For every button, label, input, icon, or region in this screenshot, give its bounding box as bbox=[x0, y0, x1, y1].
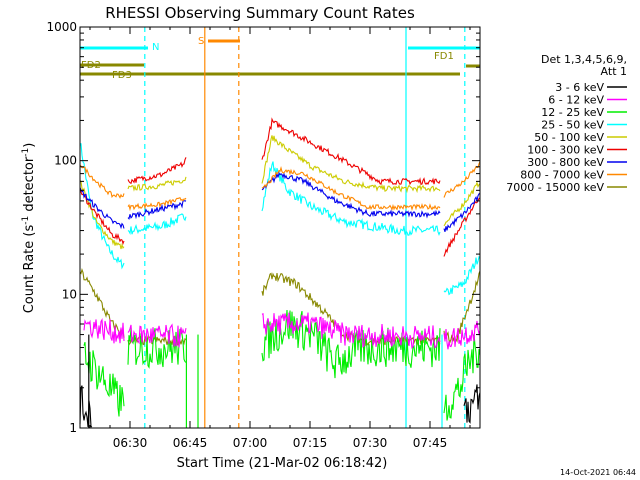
x-tick-label-0700: 07:00 bbox=[233, 436, 268, 450]
series-line-25to50keV-seg2 bbox=[261, 161, 441, 237]
series-line-6to12keV-seg1 bbox=[127, 323, 187, 348]
series-line-300to800keV-seg2 bbox=[261, 171, 441, 219]
x-axis-label: Start Time (21-Mar-02 06:18:42) bbox=[177, 456, 388, 471]
legend-header-line-0: Det 1,3,4,5,6,9, bbox=[541, 53, 627, 66]
series-line-800to7000keV-seg3 bbox=[443, 161, 481, 198]
series-line-25to50keV-seg1 bbox=[127, 213, 187, 236]
series-line-300to800keV-seg1 bbox=[127, 200, 187, 220]
flag-label-fd2: FD2 bbox=[81, 60, 101, 71]
series-line-3to6keV-seg0 bbox=[79, 385, 93, 428]
series-line-800to7000keV-seg2 bbox=[261, 166, 441, 211]
y-tick-label-1000: 1000 bbox=[46, 20, 77, 34]
series-line-7000to15000keV-seg0 bbox=[79, 268, 125, 338]
series-line-100to300keV-seg2 bbox=[261, 117, 441, 186]
series-line-25to50keV-seg3 bbox=[443, 255, 481, 296]
flag-label-n: N bbox=[152, 42, 159, 53]
y-axis-label: Count Rate (s-1 detector-1) bbox=[21, 143, 37, 314]
series-line-800to7000keV-seg1 bbox=[127, 197, 187, 212]
y-axis-label-sup2: -1 bbox=[21, 148, 31, 157]
series-line-7000to15000keV-seg3 bbox=[443, 270, 481, 345]
series-line-300to800keV-seg0 bbox=[79, 187, 125, 230]
y-tick-label-10: 10 bbox=[62, 287, 77, 301]
series-line-6to12keV-seg3 bbox=[443, 320, 481, 350]
x-tick-label-0630: 06:30 bbox=[113, 436, 148, 450]
y-axis-label-part3: ) bbox=[22, 143, 37, 148]
x-tick-label-0645: 06:45 bbox=[173, 436, 208, 450]
series-lines bbox=[79, 117, 481, 428]
series-line-100to300keV-seg3 bbox=[443, 197, 481, 257]
y-axis-label-part2: detector bbox=[22, 156, 37, 216]
flag-bars: N S FD1 FD2 FD3 bbox=[80, 27, 480, 428]
legend-label-3: 25 - 50 keV bbox=[541, 119, 604, 132]
y-tick-label-1: 1 bbox=[69, 421, 77, 435]
series-line-6to12keV-seg2 bbox=[261, 312, 441, 349]
legend-label-2: 12 - 25 keV bbox=[541, 106, 604, 119]
legend-label-5: 100 - 300 keV bbox=[527, 144, 604, 157]
x-tick-label-0715: 07:15 bbox=[293, 436, 328, 450]
x-axis-ticks: 06:30 06:45 07:00 07:15 07:30 07:45 bbox=[89, 27, 471, 450]
x-tick-label-0745: 07:45 bbox=[413, 436, 448, 450]
flag-label-fd3: FD3 bbox=[112, 70, 132, 81]
legend-label-0: 3 - 6 keV bbox=[555, 81, 604, 94]
legend-label-7: 800 - 7000 keV bbox=[520, 169, 604, 182]
series-line-50to100keV-seg3 bbox=[443, 181, 481, 227]
series-line-50to100keV-seg1 bbox=[127, 176, 187, 192]
y-axis-label-sup1: -1 bbox=[21, 216, 31, 225]
y-axis-ticks: 1 10 100 1000 bbox=[46, 20, 480, 435]
legend-label-8: 7000 - 15000 keV bbox=[506, 181, 604, 194]
x-tick-label-0730: 07:30 bbox=[353, 436, 388, 450]
series-line-12to25keV-seg1 bbox=[127, 327, 187, 369]
series-line-25to50keV-seg0 bbox=[79, 143, 125, 270]
series-line-50to100keV-seg0 bbox=[79, 179, 125, 250]
legend-header-line-1: Att 1 bbox=[601, 65, 627, 78]
legend-label-1: 6 - 12 keV bbox=[548, 94, 604, 107]
series-line-50to100keV-seg2 bbox=[261, 135, 441, 194]
legend-label-6: 300 - 800 keV bbox=[527, 156, 604, 169]
series-line-300to800keV-seg3 bbox=[443, 192, 481, 232]
series-line-12to25keV-seg0 bbox=[83, 342, 125, 417]
series-line-3to6keV-seg1 bbox=[463, 384, 481, 424]
y-axis-label-part1: Count Rate (s bbox=[22, 225, 37, 314]
chart-title: RHESSI Observing Summary Count Rates bbox=[105, 4, 415, 22]
series-line-100to300keV-seg1 bbox=[127, 157, 187, 185]
plot-area-border bbox=[79, 26, 481, 429]
series-line-800to7000keV-seg0 bbox=[79, 164, 125, 199]
series-line-100to300keV-seg0 bbox=[79, 187, 125, 246]
series-line-12to25keV-seg2 bbox=[261, 309, 441, 379]
legend-label-4: 50 - 100 keV bbox=[534, 131, 604, 144]
series-line-12to25keV-seg3 bbox=[443, 334, 481, 421]
footer-timestamp: 14-Oct-2021 06:44 bbox=[560, 468, 636, 477]
flag-label-fd1: FD1 bbox=[434, 51, 454, 62]
y-tick-label-100: 100 bbox=[54, 154, 77, 168]
flag-label-s: S bbox=[198, 36, 204, 47]
plot-frame bbox=[79, 26, 481, 429]
series-line-6to12keV-seg0 bbox=[83, 317, 125, 344]
